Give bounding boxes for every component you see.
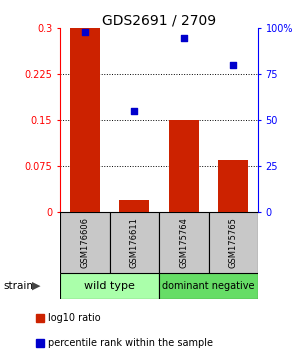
Bar [60,273,159,299]
Bar [218,160,248,212]
Text: strain: strain [3,281,33,291]
Title: GDS2691 / 2709: GDS2691 / 2709 [102,13,216,27]
Text: GSM176606: GSM176606 [80,217,89,268]
Bar [159,212,208,273]
Point [182,35,186,40]
Point [82,29,87,35]
Bar [60,212,110,273]
Bar [119,200,149,212]
Text: percentile rank within the sample: percentile rank within the sample [48,338,213,348]
Text: GSM175764: GSM175764 [179,217,188,268]
Text: ▶: ▶ [32,281,40,291]
Text: GSM175765: GSM175765 [229,217,238,268]
Bar [70,28,100,212]
Point [132,108,137,114]
Bar [159,273,258,299]
Text: wild type: wild type [84,281,135,291]
Bar [110,212,159,273]
Bar [208,212,258,273]
Bar [169,120,199,212]
Text: dominant negative: dominant negative [162,281,255,291]
Point [231,62,236,68]
Text: log10 ratio: log10 ratio [48,313,100,323]
Text: GSM176611: GSM176611 [130,217,139,268]
